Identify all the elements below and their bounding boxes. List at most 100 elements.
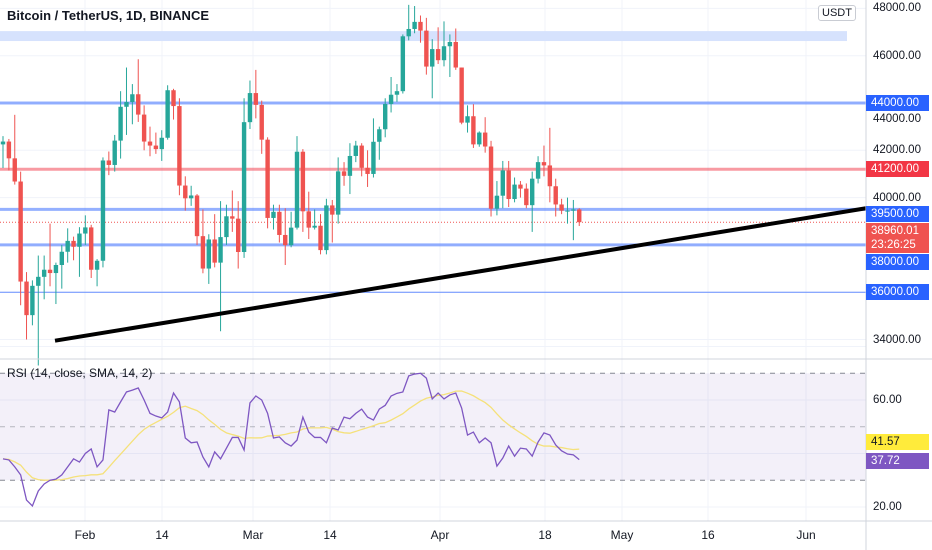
candle-body <box>41 269 47 277</box>
candle-body <box>377 129 382 142</box>
candle-body <box>353 145 358 156</box>
candle-body <box>65 240 70 252</box>
rsi-value-tag: 37.72 <box>866 453 929 469</box>
candle-body <box>106 160 112 165</box>
candle-body <box>383 103 388 130</box>
rsi-sma-tag: 41.57 <box>866 434 929 450</box>
candle <box>271 204 276 230</box>
candle-body <box>500 170 505 196</box>
candle-body <box>424 30 429 67</box>
candle-body <box>488 146 494 209</box>
candle-body <box>171 90 176 107</box>
candle-body <box>312 225 317 228</box>
candle-body <box>447 41 453 47</box>
candle <box>41 255 47 300</box>
price-axis-label: 44000.00 <box>873 113 921 125</box>
candle-body <box>559 204 564 211</box>
candle <box>59 244 64 289</box>
horizontal-levels[interactable] <box>0 101 866 293</box>
time-axis-label: Jun <box>796 528 816 542</box>
candle-body <box>94 260 100 270</box>
candle <box>506 160 511 208</box>
candle-body <box>365 167 370 174</box>
candle <box>30 280 35 326</box>
candle <box>430 39 435 99</box>
resistance-zone[interactable] <box>0 31 847 42</box>
candle-body <box>359 145 364 168</box>
candle-body <box>494 195 500 209</box>
candle <box>188 185 194 206</box>
candle <box>171 88 176 120</box>
candle <box>65 228 70 263</box>
candle <box>500 160 505 209</box>
candle <box>482 117 488 153</box>
trendline[interactable] <box>54 206 867 343</box>
candle <box>6 138 12 171</box>
currency-badge[interactable]: USDT <box>818 5 856 21</box>
candle <box>177 98 182 196</box>
symbol-title[interactable]: Bitcoin / TetherUS, 1D, BINANCE <box>7 8 210 23</box>
rsi-sma-line <box>2 390 580 481</box>
candle <box>130 84 135 125</box>
candle <box>306 191 311 239</box>
time-axis-label: Feb <box>74 528 96 542</box>
countdown: 23:26:25 <box>871 238 916 251</box>
candle-body <box>271 211 276 218</box>
candle-body <box>412 21 417 29</box>
candle-body <box>130 94 135 103</box>
candle-body <box>471 116 476 145</box>
candle-body <box>0 141 6 145</box>
candle <box>547 127 553 203</box>
candle-body <box>159 137 164 150</box>
candle <box>12 114 17 185</box>
candle-body <box>330 205 335 215</box>
candle-body <box>571 209 576 211</box>
candle <box>577 208 582 226</box>
candle-body <box>77 233 82 247</box>
candle-body <box>194 195 200 237</box>
candle-body <box>12 158 17 182</box>
candle-body <box>253 93 259 105</box>
candle <box>47 223 53 287</box>
candle-body <box>441 46 447 61</box>
rsi-title[interactable]: RSI (14, close, SMA, 14, 2) <box>7 366 153 380</box>
candle <box>324 198 329 255</box>
candle-body <box>394 91 400 95</box>
candle <box>194 194 200 245</box>
candle <box>318 214 323 255</box>
candle <box>230 190 235 232</box>
candle-body <box>459 67 464 123</box>
candle-body <box>112 140 117 165</box>
candle-body <box>30 285 35 316</box>
candle-body <box>518 184 523 189</box>
candle-body <box>453 41 458 68</box>
candle <box>247 80 253 130</box>
candle-body <box>89 227 94 270</box>
candle-body <box>482 132 488 147</box>
candle <box>353 140 358 163</box>
candle-body <box>206 239 211 269</box>
price-axis-label: 40000.00 <box>873 191 921 204</box>
candle <box>288 211 294 248</box>
candle-body <box>541 162 547 166</box>
candle-body <box>118 106 123 141</box>
candle <box>283 208 288 266</box>
time-axis-label: 18 <box>538 528 552 542</box>
candle-body <box>36 276 41 286</box>
candle <box>24 272 29 340</box>
candle-body <box>141 114 147 142</box>
candle-body <box>341 171 347 176</box>
candle <box>559 198 564 215</box>
candle-body <box>530 178 535 206</box>
candle-body <box>277 211 282 235</box>
candle <box>441 21 447 67</box>
candle <box>347 143 353 195</box>
candle-body <box>335 171 341 215</box>
candle-body <box>430 49 435 67</box>
candle <box>165 85 170 140</box>
candle <box>312 209 317 230</box>
candle-body <box>294 151 300 228</box>
rsi-axis-label: 60.00 <box>873 394 902 406</box>
last-price-value: 38960.01 <box>871 224 919 237</box>
